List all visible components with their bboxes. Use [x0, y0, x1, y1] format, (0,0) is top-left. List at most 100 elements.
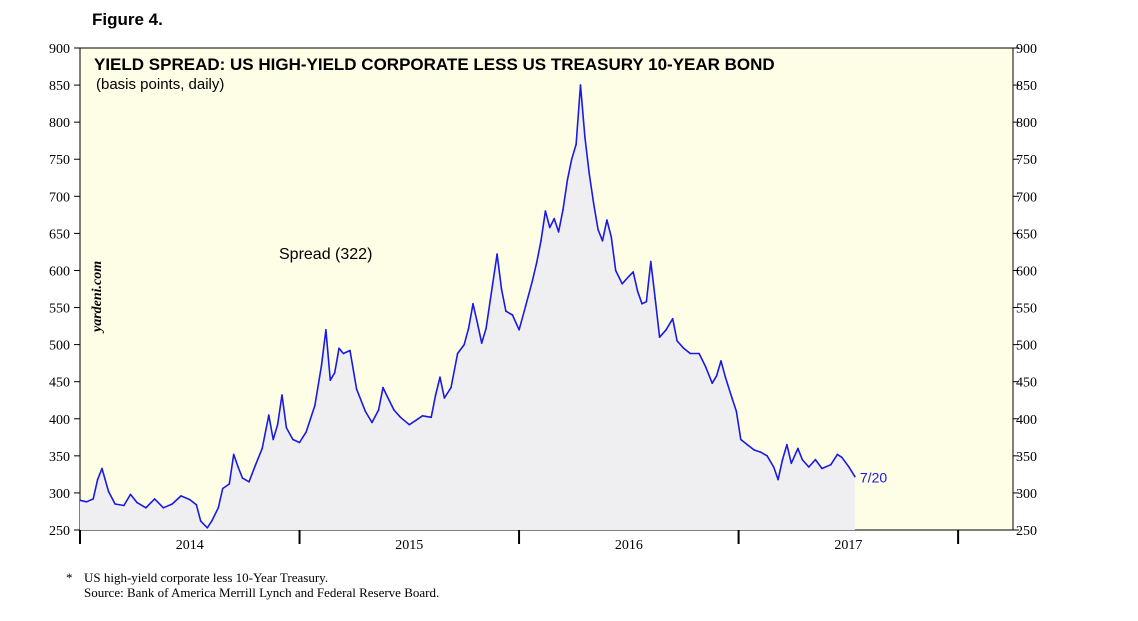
data-point: [237, 466, 239, 468]
data-point: [814, 458, 817, 461]
data-point: [689, 352, 692, 355]
right-tick-label: 850: [1016, 79, 1037, 94]
right-y-axis: 250 300 350 400 450 500 550 600 650 700 750 800 850 9…: [1013, 42, 1037, 539]
right-tick-label: 700: [1016, 190, 1037, 205]
data-point: [665, 329, 667, 331]
data-point: [480, 342, 483, 344]
data-point: [740, 438, 742, 441]
data-point: [443, 397, 446, 399]
data-point: [682, 347, 685, 350]
data-point: [415, 419, 417, 422]
data-point: [101, 467, 103, 470]
series-label: Spread (322): [279, 246, 372, 263]
data-point: [781, 458, 784, 461]
data-point: [505, 310, 507, 313]
right-tick-label: 800: [1016, 116, 1037, 131]
data-point: [349, 349, 351, 352]
left-tick-label: 500: [49, 339, 70, 354]
data-point: [544, 210, 547, 212]
right-tick-label: 650: [1016, 227, 1037, 242]
right-tick-label: 400: [1016, 413, 1037, 428]
data-point: [566, 179, 569, 181]
data-point: [145, 507, 147, 509]
data-point: [632, 271, 634, 273]
data-point: [254, 463, 257, 466]
left-tick-label: 800: [49, 116, 70, 131]
data-point: [285, 426, 288, 429]
data-point: [540, 240, 542, 242]
data-point: [485, 327, 487, 330]
data-point: [601, 240, 604, 242]
data-point: [841, 456, 843, 459]
data-point: [636, 290, 639, 293]
end-date-label: 7/20: [860, 470, 887, 486]
data-point: [562, 208, 564, 211]
data-point: [96, 478, 99, 481]
data-point: [790, 462, 793, 465]
data-point: [268, 414, 270, 416]
data-point: [724, 376, 727, 379]
left-tick-label: 400: [49, 413, 70, 428]
left-tick-label: 450: [49, 376, 70, 391]
chart-subtitle: (basis points, daily): [96, 76, 224, 93]
data-point: [386, 395, 389, 398]
data-point: [797, 447, 799, 450]
data-point: [518, 329, 520, 331]
data-point: [847, 465, 850, 468]
data-point: [439, 376, 441, 379]
left-tick-label: 750: [49, 153, 70, 168]
data-point: [830, 463, 832, 466]
footnote-source: Source: Bank of America Merrill Lynch an…: [84, 585, 440, 600]
data-point: [496, 253, 498, 255]
data-point: [325, 329, 327, 331]
right-tick-label: 500: [1016, 339, 1037, 354]
data-point: [801, 458, 804, 461]
data-point: [614, 269, 617, 272]
left-tick-label: 900: [49, 42, 70, 57]
data-point: [107, 490, 110, 493]
data-point: [371, 421, 373, 424]
data-point: [79, 499, 81, 502]
right-tick-label: 600: [1016, 264, 1037, 279]
data-point: [731, 397, 733, 399]
x-axis: 2014 2015 2016 2017: [79, 530, 960, 553]
data-point: [735, 410, 738, 413]
data-point: [720, 360, 722, 362]
data-point: [491, 283, 494, 285]
data-point: [777, 478, 779, 481]
data-point: [221, 487, 224, 490]
data-point: [575, 143, 577, 146]
data-point: [836, 453, 839, 456]
left-tick-label: 300: [49, 487, 70, 502]
footnote-marker: *: [66, 570, 73, 585]
right-tick-label: 550: [1016, 302, 1037, 317]
data-point: [114, 503, 116, 505]
data-point: [355, 388, 358, 390]
data-point: [189, 498, 191, 501]
left-y-axis: 250 300 350 400 450 500 550 600 650 700 750 800 850 9…: [49, 42, 80, 539]
x-tick-label: 2017: [834, 538, 862, 553]
data-point: [500, 288, 503, 290]
data-point: [228, 483, 231, 485]
data-point: [241, 477, 244, 479]
data-point: [456, 352, 459, 355]
data-point: [592, 202, 595, 205]
data-point: [645, 300, 648, 303]
data-point: [549, 226, 551, 229]
data-point: [597, 228, 599, 231]
data-point: [588, 173, 591, 175]
footnote: * US high-yield corporate less 10-Year Tr…: [66, 570, 439, 600]
right-tick-label: 350: [1016, 450, 1037, 465]
right-tick-label: 900: [1016, 42, 1037, 57]
data-point: [654, 297, 656, 300]
left-tick-label: 250: [49, 524, 70, 539]
x-tick-label: 2014: [176, 538, 204, 553]
data-point: [808, 466, 810, 468]
data-point: [123, 504, 125, 507]
watermark: yardeni.com: [90, 261, 105, 334]
data-point: [450, 386, 452, 389]
data-point: [746, 443, 749, 446]
data-point: [821, 467, 823, 470]
data-point: [329, 379, 332, 382]
